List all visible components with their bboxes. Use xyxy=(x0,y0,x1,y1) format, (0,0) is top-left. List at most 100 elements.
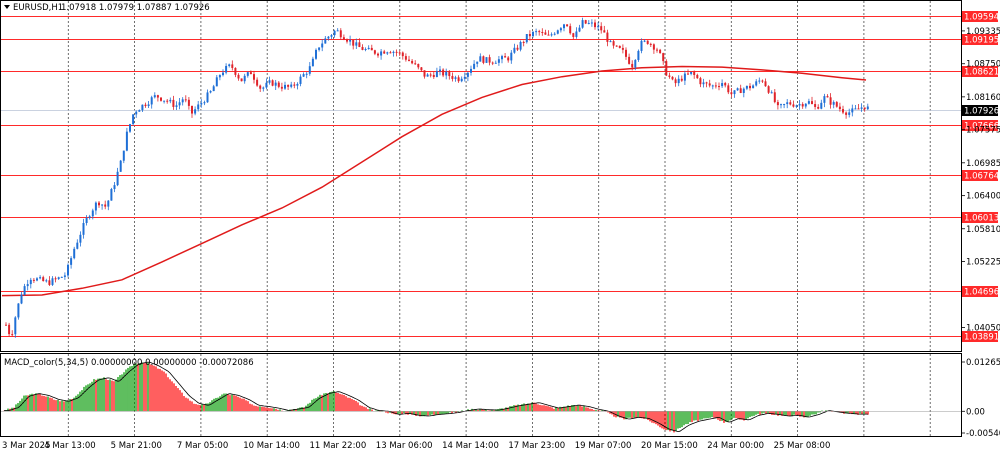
candle-body xyxy=(373,50,376,54)
candle-body xyxy=(755,81,758,86)
candle-body xyxy=(634,59,637,68)
candle-body xyxy=(811,101,813,105)
candle-body xyxy=(141,104,144,111)
current-price-label: 1.07926 xyxy=(964,107,999,117)
macd-tick-label: 0.0126568 xyxy=(966,358,1000,368)
candle-body xyxy=(857,108,860,110)
candle-body xyxy=(144,104,147,107)
macd-indicator-label: MACD_color(5,34,5) 0.00000000 0.00000000… xyxy=(4,358,254,368)
candle-body xyxy=(243,75,246,82)
candle-body xyxy=(733,90,736,95)
candle-body xyxy=(665,61,668,76)
candle-body xyxy=(8,324,11,335)
candle-body xyxy=(643,40,646,42)
candle-body xyxy=(299,76,302,84)
candle-body xyxy=(132,114,135,125)
candle-body xyxy=(538,31,541,33)
candle-body xyxy=(39,277,42,279)
candle-body xyxy=(63,275,66,277)
candle-body xyxy=(714,85,717,87)
candle-body xyxy=(680,78,683,81)
candle-body xyxy=(615,45,618,47)
candle-body xyxy=(355,42,358,46)
candle-body xyxy=(513,47,516,53)
candle-body xyxy=(457,77,460,82)
candle-body xyxy=(541,32,544,34)
candle-body xyxy=(497,59,500,63)
candle-body xyxy=(749,85,751,89)
candle-body xyxy=(215,77,218,87)
level-tag xyxy=(962,331,998,342)
candle-body xyxy=(628,56,631,64)
candle-body xyxy=(336,30,339,32)
candle-body xyxy=(36,278,38,281)
price-tick-label: 1.08750 xyxy=(966,60,1000,70)
candle-body xyxy=(246,72,249,76)
candle-body xyxy=(380,51,383,56)
candle-body xyxy=(284,84,286,89)
candle-body xyxy=(662,53,665,62)
candle-body xyxy=(470,68,472,73)
candle-body xyxy=(395,51,398,53)
candle-body xyxy=(318,47,321,50)
candle-body xyxy=(153,95,156,98)
candle-body xyxy=(460,78,463,82)
candle-body xyxy=(727,85,730,93)
candle-body xyxy=(225,65,228,73)
candle-body xyxy=(845,112,848,115)
candle-body xyxy=(764,81,767,87)
candle-body xyxy=(302,74,305,77)
candle-body xyxy=(448,71,451,77)
price-axis: 1.09335 1.08750 1.08160 1.07575 1.06985 1.064… xyxy=(961,27,1000,334)
candle-body xyxy=(73,248,76,259)
candle-body xyxy=(271,80,274,86)
candle-body xyxy=(370,47,373,51)
candle-body xyxy=(280,86,283,89)
candle-body xyxy=(842,109,844,113)
candle-body xyxy=(553,33,556,35)
horizontal-levels[interactable]: 1.09594 1.09195 1.08621 1.07666 1.06764 1.060… xyxy=(1,11,999,343)
candle-body xyxy=(854,108,857,110)
candle-body xyxy=(79,234,82,243)
candle-body xyxy=(516,47,519,50)
candle-body xyxy=(683,73,686,81)
candle-body xyxy=(389,52,392,54)
candle-body xyxy=(315,49,317,59)
candle-body xyxy=(156,95,159,98)
candle-body xyxy=(798,104,801,106)
candle-body xyxy=(290,84,293,87)
level-label: 1.09195 xyxy=(964,36,999,46)
candle-body xyxy=(659,49,662,54)
candle-body xyxy=(76,242,79,249)
candle-body xyxy=(742,88,745,93)
candle-body xyxy=(783,104,786,106)
candle-body xyxy=(253,74,255,80)
candle-body xyxy=(510,52,513,61)
candle-body xyxy=(408,59,410,61)
candle-body xyxy=(544,32,547,35)
candle-body xyxy=(98,202,100,206)
candle-body xyxy=(832,102,835,105)
candle-body xyxy=(792,104,795,107)
symbol-menu-icon[interactable] xyxy=(4,5,10,9)
candle-body xyxy=(711,85,714,87)
candle-body xyxy=(23,286,26,295)
time-tick-label: 14 Mar 14:00 xyxy=(442,441,499,451)
candle-body xyxy=(485,57,488,63)
moving-average-line xyxy=(1,65,867,297)
candle-body xyxy=(262,87,265,89)
candle-body xyxy=(429,74,432,76)
candle-body xyxy=(776,102,779,106)
candle-body xyxy=(116,171,119,186)
candle-body xyxy=(206,92,209,103)
candle-body xyxy=(646,40,649,44)
candle-body xyxy=(184,99,187,101)
candle-body xyxy=(191,105,193,114)
candle-body xyxy=(569,26,572,34)
candle-body xyxy=(600,26,603,31)
macd-tick-label: 0.00 xyxy=(966,407,985,417)
candle-body xyxy=(860,107,863,109)
